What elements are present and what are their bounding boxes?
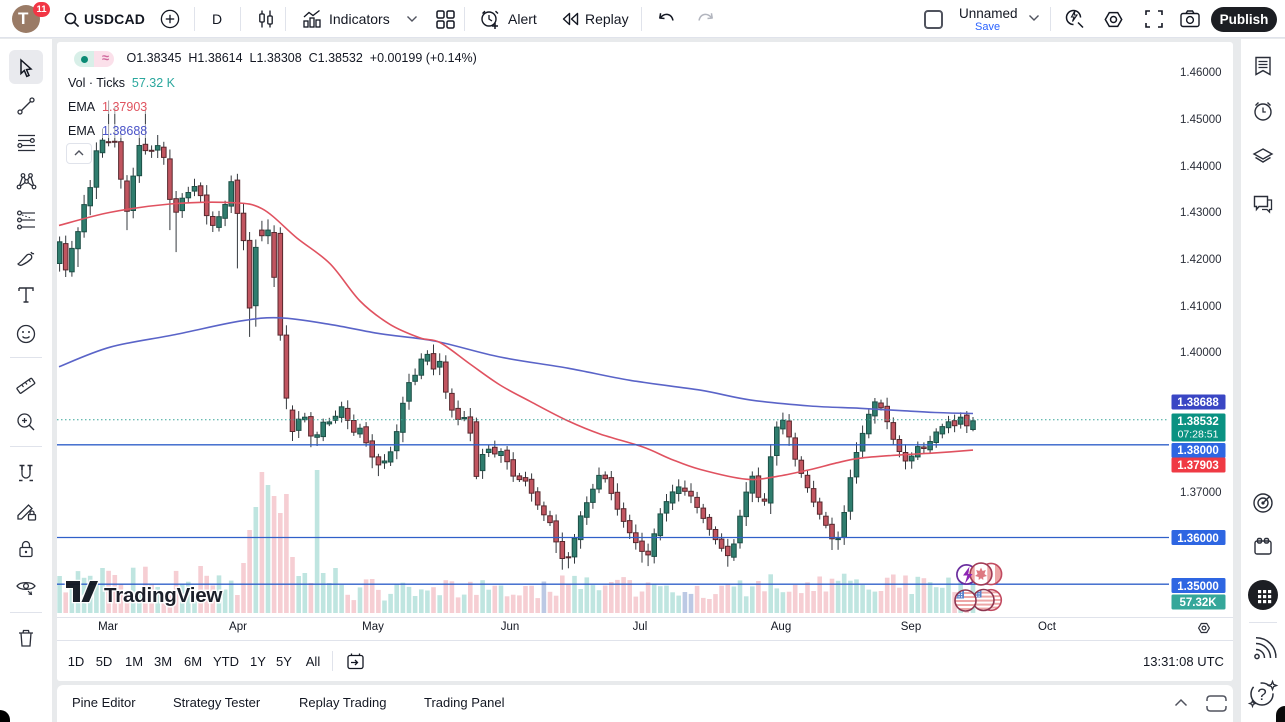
svg-text:1.42000: 1.42000 [1180,254,1222,266]
svg-text:1.37903: 1.37903 [1177,460,1219,472]
svg-text:1.43000: 1.43000 [1180,207,1222,219]
svg-text:1.38532: 1.38532 [1177,416,1219,428]
svg-text:1.45000: 1.45000 [1180,114,1222,126]
svg-text:1.36000: 1.36000 [1177,533,1219,545]
svg-text:1.38688: 1.38688 [1177,397,1219,409]
svg-text:57.32K: 57.32K [1179,597,1217,609]
svg-text:1.40000: 1.40000 [1180,347,1222,359]
svg-text:1.38000: 1.38000 [1177,445,1219,457]
svg-text:TradingView: TradingView [104,584,222,607]
svg-text:1.37000: 1.37000 [1180,487,1222,499]
svg-text:1.44000: 1.44000 [1180,161,1222,173]
svg-text:?: ? [1257,685,1266,704]
svg-text:07:28:51: 07:28:51 [1178,429,1219,441]
svg-text:1.41000: 1.41000 [1180,301,1222,313]
svg-text:1.46000: 1.46000 [1180,67,1222,79]
svg-text:1.35000: 1.35000 [1177,581,1219,593]
